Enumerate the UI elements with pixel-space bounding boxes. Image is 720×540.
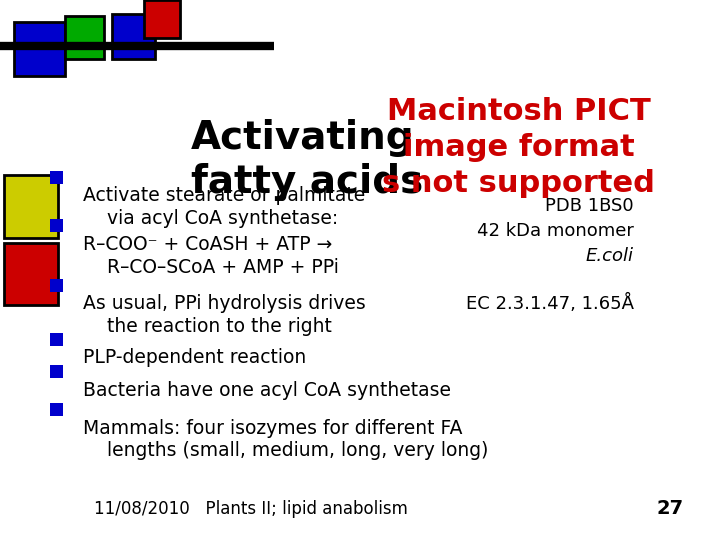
Text: PLP-dependent reaction: PLP-dependent reaction — [83, 348, 306, 367]
Text: 42 kDa monomer: 42 kDa monomer — [477, 222, 634, 240]
Bar — [4, 243, 58, 305]
Text: As usual, PPi hydrolysis drives
    the reaction to the right: As usual, PPi hydrolysis drives the reac… — [83, 294, 366, 336]
Text: Activating
fatty acids: Activating fatty acids — [191, 119, 423, 201]
Bar — [14, 22, 65, 76]
Bar — [4, 176, 58, 238]
Text: EC 2.3.1.47, 1.65Å: EC 2.3.1.47, 1.65Å — [466, 294, 634, 313]
Bar — [50, 333, 63, 346]
Text: Macintosh PICT
image format
s not supported: Macintosh PICT image format s not suppor… — [382, 97, 654, 198]
Bar — [144, 0, 180, 38]
Bar — [50, 219, 63, 232]
Text: Bacteria have one acyl CoA synthetase: Bacteria have one acyl CoA synthetase — [83, 381, 451, 400]
Text: R–COO⁻ + CoASH + ATP →
    R–CO–SCoA + AMP + PPi: R–COO⁻ + CoASH + ATP → R–CO–SCoA + AMP +… — [83, 235, 338, 276]
Bar — [112, 14, 155, 59]
Bar — [50, 403, 63, 416]
Text: PDB 1BS0: PDB 1BS0 — [545, 197, 634, 215]
Text: 11/08/2010   Plants II; lipid anabolism: 11/08/2010 Plants II; lipid anabolism — [94, 501, 408, 518]
Text: Activate stearate or palmitate
    via acyl CoA synthetase:: Activate stearate or palmitate via acyl … — [83, 186, 365, 228]
Text: 27: 27 — [657, 500, 684, 518]
Bar — [65, 16, 104, 59]
Bar — [50, 279, 63, 292]
Text: E.coli: E.coli — [585, 247, 634, 265]
Text: Mammals: four isozymes for different FA
    lengths (small, medium, long, very l: Mammals: four isozymes for different FA … — [83, 418, 488, 460]
Bar — [50, 171, 63, 184]
Bar — [50, 365, 63, 378]
